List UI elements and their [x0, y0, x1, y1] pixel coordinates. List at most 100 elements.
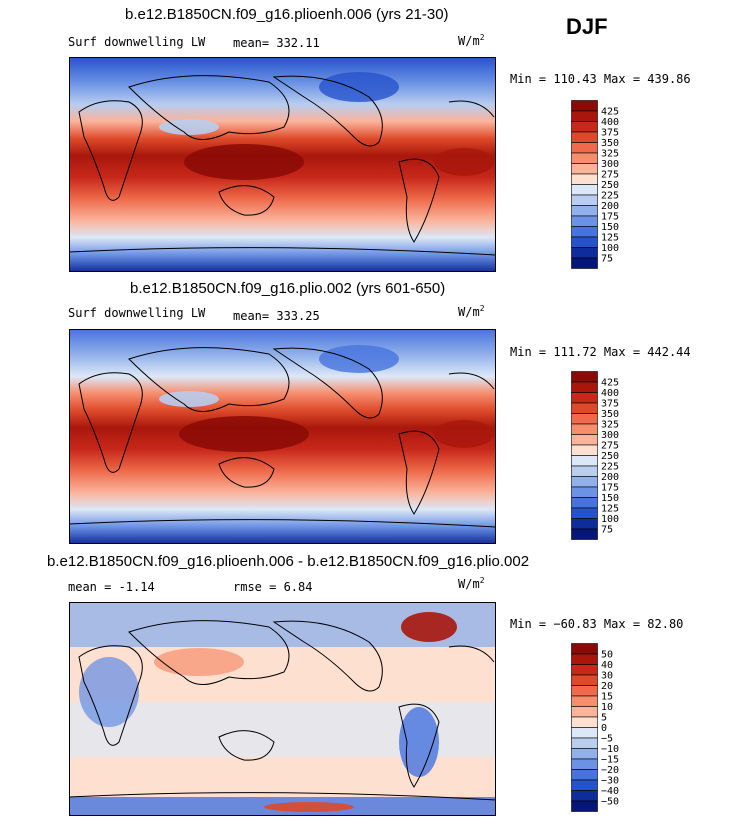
colorbar-label: 150	[601, 493, 619, 504]
colorbar-box	[571, 685, 598, 697]
colorbar-box	[571, 695, 598, 707]
colorbar-box	[571, 100, 598, 112]
panel3-atlantic-hotspot	[401, 612, 457, 642]
colorbar-box	[571, 110, 598, 122]
colorbar-label: 100	[601, 514, 619, 525]
colorbar-box	[571, 653, 598, 665]
colorbar-box	[571, 257, 598, 269]
colorbar-label: 300	[601, 159, 619, 170]
panel1-minmax: Min = 110.43 Max = 439.86	[510, 72, 691, 86]
colorbar-box	[571, 758, 598, 770]
panel3-colorbar: 50 40 30 20 15 10 5 0 −5 −10 −15 −20 −30 −40 −50	[571, 643, 637, 818]
colorbar-label: 225	[601, 462, 619, 473]
colorbar-label: 175	[601, 212, 619, 223]
colorbar-box	[571, 465, 598, 477]
colorbar-label: 175	[601, 483, 619, 494]
colorbar-label: 375	[601, 399, 619, 410]
colorbar-label: 20	[601, 681, 613, 692]
colorbar-label: −15	[601, 755, 619, 766]
colorbar-box	[571, 497, 598, 509]
colorbar-box	[571, 142, 598, 154]
colorbar-label: 400	[601, 117, 619, 128]
colorbar-box	[571, 444, 598, 456]
colorbar-box	[571, 226, 598, 238]
colorbar-label: −40	[601, 786, 619, 797]
colorbar-label: 400	[601, 388, 619, 399]
colorbar-label: 250	[601, 451, 619, 462]
panel1-coastlines	[69, 75, 496, 256]
colorbar-box	[571, 131, 598, 143]
colorbar-box	[571, 205, 598, 217]
colorbar-label: 200	[601, 472, 619, 483]
panel2-map	[69, 329, 496, 544]
colorbar-box	[571, 247, 598, 259]
panel3-coastlines	[69, 620, 496, 801]
colorbar-box	[571, 455, 598, 467]
panel2-units: W/m2	[458, 304, 485, 319]
colorbar-box	[571, 674, 598, 686]
colorbar-box	[571, 664, 598, 676]
colorbar-box	[571, 163, 598, 175]
panel3-samerica-anom	[399, 707, 439, 777]
colorbar-box	[571, 727, 598, 739]
colorbar-label: 375	[601, 128, 619, 139]
panel1-variable: Surf downwelling LW	[68, 35, 206, 49]
panel2-colorbar: 425 400 375 350 325 300 275 250 225 200 175 150 125 1…	[571, 371, 637, 546]
colorbar-box	[571, 528, 598, 540]
colorbar-box	[571, 392, 598, 404]
colorbar-box	[571, 402, 598, 414]
colorbar-box	[571, 423, 598, 435]
panel2-coastlines	[69, 347, 496, 528]
panel2-cold-arctic	[319, 345, 399, 373]
panel3-southern-anom	[264, 802, 354, 812]
colorbar-box	[571, 486, 598, 498]
colorbar-box	[571, 381, 598, 393]
colorbar-label: 30	[601, 671, 613, 682]
colorbar-label: 40	[601, 660, 613, 671]
panel3-map	[69, 602, 496, 816]
colorbar-label: 300	[601, 430, 619, 441]
colorbar-box	[571, 748, 598, 760]
panel3-title: b.e12.B1850CN.f09_g16.plioenh.006 - b.e1…	[47, 553, 530, 570]
panel1-title: b.e12.B1850CN.f09_g16.plioenh.006 (yrs 2…	[125, 6, 449, 23]
panel1-colorbar: 425 400 375 350 325 300 275 250 225 200 175 150 125 1…	[571, 100, 637, 275]
panel2-warm-pool	[179, 416, 309, 452]
colorbar-label: 150	[601, 222, 619, 233]
colorbar-box	[571, 413, 598, 425]
colorbar-box	[571, 737, 598, 749]
panel3-asia-anom	[154, 648, 244, 676]
panel3-minmax: Min = −60.83 Max = 82.80	[510, 617, 684, 631]
panel3-units: W/m2	[458, 576, 485, 591]
colorbar-label: 425	[601, 107, 619, 118]
colorbar-box	[571, 790, 598, 802]
colorbar-label: 350	[601, 409, 619, 420]
panel1-colorbar-boxes: 425 400 375 350 325 300 275 250 225 200 175 150 125 1…	[571, 100, 637, 275]
colorbar-label: 325	[601, 149, 619, 160]
colorbar-box	[571, 643, 598, 655]
panel1-cold-arctic	[319, 72, 399, 102]
panel2-frame	[69, 329, 496, 544]
colorbar-label: 75	[601, 525, 613, 536]
colorbar-label: 125	[601, 504, 619, 515]
panel2-cold-asia	[159, 391, 219, 407]
panel1-colorbar-svg: 4254003753503253002752502252001751501251…	[571, 100, 619, 269]
colorbar-box	[571, 173, 598, 185]
colorbar-box	[571, 706, 598, 718]
panel1-units: W/m2	[458, 33, 485, 48]
panel2-mean: mean= 333.25	[233, 309, 320, 323]
colorbar-box	[571, 779, 598, 791]
colorbar-box	[571, 215, 598, 227]
colorbar-label: −10	[601, 744, 619, 755]
colorbar-label: −20	[601, 765, 619, 776]
colorbar-box	[571, 716, 598, 728]
panel3-frame	[69, 602, 496, 816]
panel1-cold-asia	[159, 119, 219, 135]
colorbar-label: 225	[601, 191, 619, 202]
panel2-colorbar-svg: 4254003753503253002752502252001751501251…	[571, 371, 619, 540]
colorbar-label: 125	[601, 233, 619, 244]
colorbar-label: −5	[601, 734, 613, 745]
colorbar-box	[571, 184, 598, 196]
colorbar-box	[571, 152, 598, 164]
panel3-africa-anom	[79, 657, 139, 727]
